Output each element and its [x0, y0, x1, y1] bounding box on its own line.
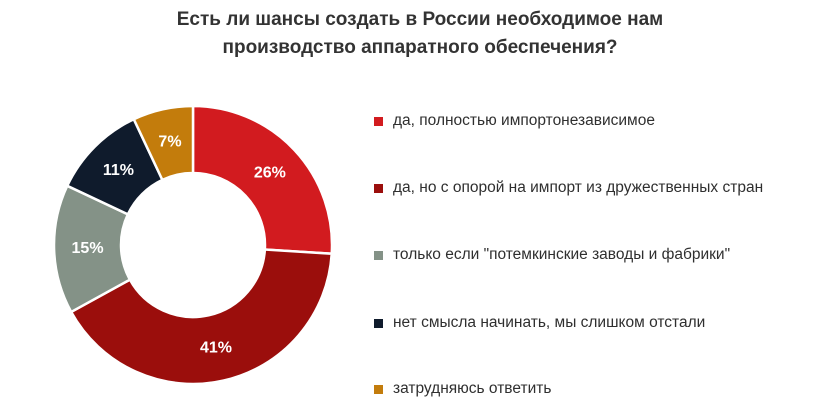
legend-item-fully-independent: да, полностью импортонезависимое: [374, 112, 655, 130]
slice-label-no-point: 11%: [103, 162, 134, 179]
legend-label: да, полностью импортонезависимое: [393, 112, 655, 129]
slice-label-friendly-imports: 41%: [200, 339, 232, 356]
legend-swatch: [374, 183, 383, 193]
slice-label-potemkin: 15%: [72, 240, 104, 257]
legend-swatch: [374, 318, 383, 328]
legend-swatch: [374, 116, 383, 126]
chart-title-line-2: производство аппаратного обеспечения?: [222, 37, 618, 58]
legend-item-potemkin: только если "потемкинские заводы и фабри…: [374, 246, 730, 264]
slice-friendly-imports: [69, 248, 334, 386]
chart-title: Есть ли шансы создать в России необходим…: [0, 6, 840, 62]
legend-item-friendly-imports: да, но с опорой на импорт из дружественн…: [374, 179, 763, 197]
slice-label-undecided: 7%: [158, 134, 181, 151]
slice-label-fully-independent: 26%: [254, 164, 286, 181]
legend-label: затрудняюсь ответить: [393, 380, 552, 397]
legend-item-undecided: затрудняюсь ответить: [374, 380, 551, 398]
legend-label: только если "потемкинские заводы и фабри…: [393, 246, 731, 263]
legend-label: да, но с опорой на импорт из дружественн…: [393, 179, 764, 196]
slice-undecided: [132, 104, 195, 182]
slice-fully-independent: [191, 104, 334, 256]
legend-item-no-point: нет смысла начинать, мы слишком отстали: [374, 314, 705, 332]
chart-title-line-1: Есть ли шансы создать в России необходим…: [176, 9, 664, 30]
legend-label: нет смысла начинать, мы слишком отстали: [393, 314, 706, 331]
legend-swatch: [374, 250, 383, 260]
legend-swatch: [374, 384, 383, 394]
